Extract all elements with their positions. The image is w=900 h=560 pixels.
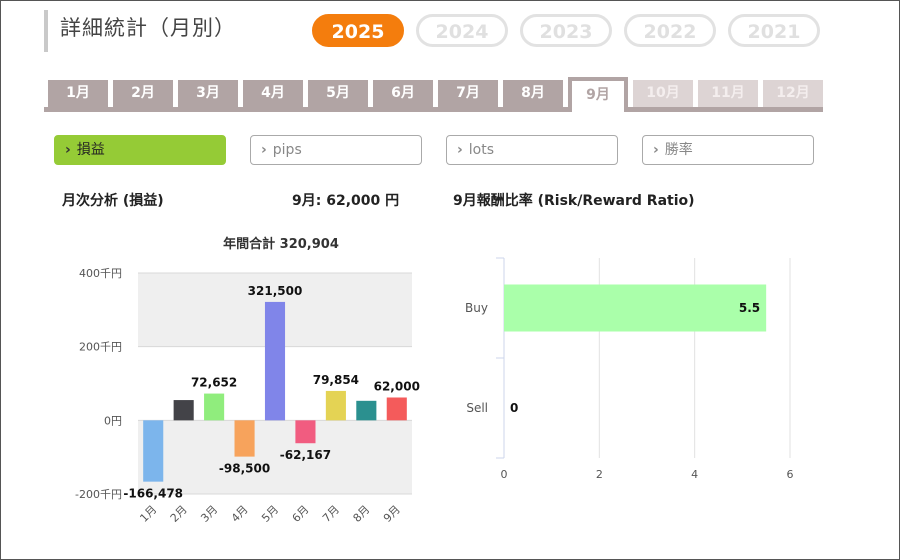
- bar-6月: [295, 420, 316, 444]
- metric-button-winrate[interactable]: › 勝率: [642, 135, 814, 165]
- bar-8月: [356, 400, 377, 421]
- metric-button-lots[interactable]: › lots: [446, 135, 618, 165]
- data-label: 5.5: [739, 301, 760, 315]
- year-button-2024[interactable]: 2024: [416, 14, 508, 47]
- chevron-right-icon: ›: [653, 142, 659, 158]
- monthly-analysis-title: 月次分析 (損益): [62, 193, 164, 209]
- x-tick-label: 0: [501, 468, 508, 481]
- metric-selector: › 損益 › pips › lots › 勝率: [54, 135, 814, 165]
- data-label: 62,000: [374, 379, 420, 393]
- metric-button-profit[interactable]: › 損益: [54, 135, 226, 165]
- page-title: 詳細統計（月別）: [44, 10, 236, 52]
- metric-label: 勝率: [664, 142, 693, 158]
- x-tick-label: 9月: [381, 503, 403, 525]
- x-tick-label: 5月: [259, 503, 281, 525]
- year-button-2022[interactable]: 2022: [624, 14, 716, 47]
- data-label: 72,652: [191, 376, 237, 390]
- bar-4月: [234, 420, 255, 457]
- y-tick-label: -200千円: [75, 488, 122, 501]
- year-button-2025[interactable]: 2025: [312, 14, 404, 47]
- bar-1月: [143, 420, 164, 482]
- data-label: 79,854: [313, 373, 359, 387]
- tab-month-12[interactable]: 12月: [763, 80, 823, 107]
- year-button-2023[interactable]: 2023: [520, 14, 612, 47]
- x-tick-label: 4: [691, 468, 698, 481]
- month-tabs: 1月 2月 3月 4月 5月 6月 7月 8月 9月 10月 11月 12月: [48, 76, 823, 112]
- month-tab-underline: [44, 107, 823, 112]
- x-tick-label: 6: [787, 468, 794, 481]
- tab-month-2[interactable]: 2月: [113, 80, 173, 107]
- metric-label: 損益: [76, 142, 105, 158]
- year-button-2021[interactable]: 2021: [728, 14, 820, 47]
- data-label: 0: [510, 401, 518, 415]
- tab-month-6[interactable]: 6月: [373, 80, 433, 107]
- data-label: 321,500: [248, 284, 303, 298]
- tab-month-8[interactable]: 8月: [503, 80, 563, 107]
- tab-month-10[interactable]: 10月: [633, 80, 693, 107]
- x-tick-label: 6月: [290, 503, 312, 525]
- x-tick-label: 2月: [168, 503, 190, 525]
- chevron-right-icon: ›: [65, 142, 71, 158]
- risk-reward-title: 9月報酬比率 (Risk/Reward Ratio): [453, 193, 695, 209]
- tab-month-1[interactable]: 1月: [48, 80, 108, 107]
- bar-5月: [264, 301, 286, 421]
- x-tick-label: 4月: [229, 503, 251, 525]
- x-tick-label: 8月: [351, 503, 373, 525]
- bar-2月: [173, 400, 194, 421]
- x-tick-label: 2: [596, 468, 603, 481]
- tab-month-11[interactable]: 11月: [698, 80, 758, 107]
- x-tick-label: 1月: [137, 503, 159, 525]
- chevron-right-icon: ›: [261, 142, 267, 158]
- y-tick-label: 0円: [104, 414, 122, 427]
- risk-reward-chart: 0 2 4 6 Buy 5.5 Sell 0: [465, 257, 794, 481]
- month-total: 9月: 62,000 円: [292, 193, 400, 209]
- monthly-profit-chart: 年間合計 320,904 -200千円 0円 200千円 400千円 -166,478 1月…: [75, 236, 420, 525]
- x-tick-label: 7月: [320, 503, 342, 525]
- year-selector: 2025 2024 2023 2022 2021: [312, 14, 820, 47]
- tab-month-7[interactable]: 7月: [438, 80, 498, 107]
- bar-9月: [386, 397, 407, 421]
- x-tick-label: 3月: [198, 503, 220, 525]
- y-tick-label: 200千円: [79, 341, 122, 354]
- tab-month-3[interactable]: 3月: [178, 80, 238, 107]
- metric-button-pips[interactable]: › pips: [250, 135, 422, 165]
- bar-3月: [204, 393, 225, 421]
- bar-7月: [325, 390, 346, 421]
- metric-label: lots: [468, 142, 495, 158]
- bar-Buy: [504, 284, 767, 332]
- tab-month-4[interactable]: 4月: [243, 80, 303, 107]
- tab-month-9[interactable]: 9月: [568, 77, 628, 112]
- y-tick-label: Sell: [466, 401, 488, 415]
- data-label: -166,478: [123, 487, 183, 501]
- data-label: -98,500: [219, 462, 270, 476]
- data-label: -62,167: [280, 448, 331, 462]
- metric-label: pips: [272, 142, 302, 158]
- y-tick-label: 400千円: [79, 267, 122, 280]
- chart-title: 年間合計 320,904: [223, 236, 339, 252]
- tab-month-5[interactable]: 5月: [308, 80, 368, 107]
- plot-band: [138, 420, 412, 494]
- y-tick-label: Buy: [465, 301, 488, 315]
- chevron-right-icon: ›: [457, 142, 463, 158]
